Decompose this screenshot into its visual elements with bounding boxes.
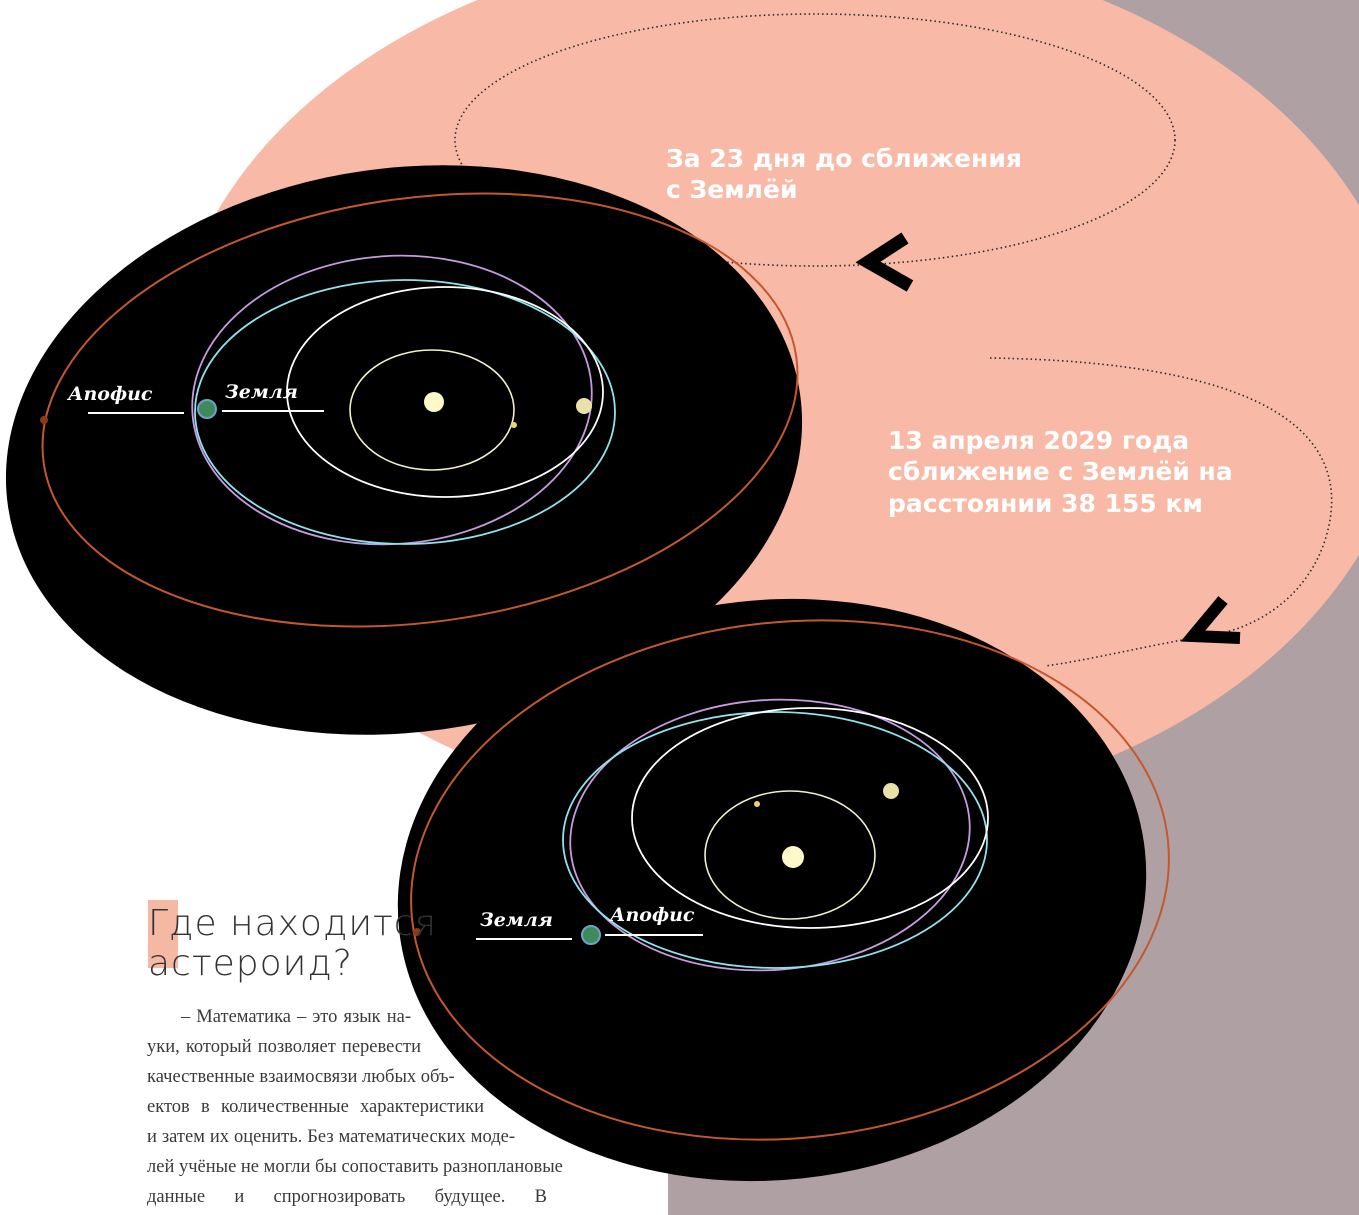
orbit-diagram-top: Апофис Земля xyxy=(5,165,803,735)
planet-bottom xyxy=(883,783,899,799)
space-disc-bottom xyxy=(397,598,1147,1182)
label-earth-top: Земля xyxy=(225,381,298,403)
earth-dot-bottom xyxy=(581,925,601,945)
callout-line: сближение с Землёй на xyxy=(888,457,1233,487)
dotted-arc-right xyxy=(989,357,1333,667)
body-line: и затем их оценить. Без математических м… xyxy=(147,1127,515,1147)
earth-orbit-bottom xyxy=(562,711,988,969)
earth-dot-top xyxy=(197,399,217,419)
outer-orbit-bottom xyxy=(410,619,1170,1141)
body-line: лей учёные не могли бы сопоставить разно… xyxy=(147,1157,563,1177)
inner-orbit-top xyxy=(349,349,515,471)
callout-line: 13 апреля 2029 года xyxy=(888,426,1190,455)
callout-before-approach: За 23 дня до сближения с Землёй xyxy=(666,143,1022,206)
article-body: – Математика – это язык на- уки, который… xyxy=(147,1002,667,1212)
label-apophis-top: Апофис xyxy=(66,383,153,405)
orbit-diagram-bottom: Земля Апофис xyxy=(397,598,1170,1182)
dotted-loop-top xyxy=(454,13,1176,267)
planet-top xyxy=(576,398,592,414)
outer-dot-top xyxy=(40,416,48,424)
body-line: ектов в количественные характеристики xyxy=(147,1097,484,1117)
chevron-left-icon xyxy=(855,232,914,292)
heading-accent-block xyxy=(148,900,178,968)
inner-orbit-bottom xyxy=(704,790,876,920)
outer-orbit-top xyxy=(41,192,799,628)
callout-line: расстоянии 38 155 км xyxy=(888,488,1203,518)
callout-approach: 13 апреля 2029 года сближение с Землёй н… xyxy=(888,425,1233,519)
callout-line: с Землёй xyxy=(666,175,798,205)
sun-bottom xyxy=(782,846,804,868)
body-line: качественные взаимосвязи любых объ- xyxy=(147,1067,455,1087)
heading-line: Где находится xyxy=(148,903,437,944)
label-apophis-bottom: Апофис xyxy=(608,904,695,926)
article-heading: Где находится астероид? xyxy=(148,904,437,984)
outer-dot-bottom xyxy=(413,928,421,936)
chevron-left-icon xyxy=(1180,596,1241,644)
space-disc-top xyxy=(5,165,803,735)
body-line: данные и спрогнозировать будущее. В xyxy=(147,1187,547,1207)
body-line: уки, который позволяет перевести xyxy=(147,1037,421,1057)
sun-top xyxy=(424,392,444,412)
mars-orbit-bottom xyxy=(631,707,989,929)
small-planet-bottom xyxy=(754,801,760,807)
body-line: – Математика – это язык на- xyxy=(181,1007,411,1027)
mars-orbit-top xyxy=(286,286,604,498)
callout-line: За 23 дня до сближения xyxy=(666,144,1022,173)
label-earth-bottom: Земля xyxy=(480,909,553,931)
small-planet-top xyxy=(511,422,517,428)
asteroid-orbit-bottom xyxy=(569,698,971,972)
heading-line: астероид? xyxy=(148,943,353,984)
earth-orbit-top xyxy=(194,279,616,545)
